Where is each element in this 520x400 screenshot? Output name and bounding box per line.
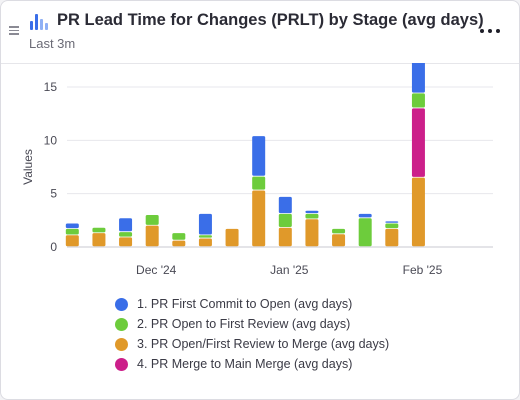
y-tick-label: 5	[50, 187, 57, 201]
bar-segment[interactable]	[65, 235, 79, 247]
bar-segment[interactable]	[411, 63, 425, 93]
bar-segment[interactable]	[225, 228, 239, 247]
bar-chart-icon	[30, 14, 48, 30]
legend-swatch	[115, 338, 128, 351]
bar-segment[interactable]	[278, 227, 292, 247]
bar-segment[interactable]	[172, 240, 186, 247]
bar-segment[interactable]	[358, 213, 372, 218]
more-horizontal-icon[interactable]	[477, 21, 503, 41]
bar-segment[interactable]	[119, 232, 133, 237]
bar-segment[interactable]	[65, 223, 79, 229]
bar-segment[interactable]	[65, 228, 79, 235]
bar-segment[interactable]	[411, 177, 425, 247]
legend-label: 3. PR Open/First Review to Merge (avg da…	[137, 337, 390, 351]
legend-item[interactable]: 4. PR Merge to Main Merge (avg days)	[115, 357, 415, 375]
bar-segment[interactable]	[145, 215, 159, 225]
legend-label: 2. PR Open to First Review (avg days)	[137, 317, 351, 331]
bar-segment[interactable]	[92, 233, 106, 247]
bar-segment[interactable]	[278, 213, 292, 227]
bar-segment[interactable]	[385, 228, 399, 247]
bar-segment[interactable]	[332, 234, 346, 247]
y-axis-label: Values	[21, 149, 35, 185]
legend-label: 4. PR Merge to Main Merge (avg days)	[137, 357, 353, 371]
bar-segment[interactable]	[252, 190, 266, 247]
bar-segment[interactable]	[278, 196, 292, 214]
bar-segment[interactable]	[305, 210, 319, 214]
legend-swatch	[115, 318, 128, 331]
legend-item[interactable]: 1. PR First Commit to Open (avg days)	[115, 297, 415, 315]
bar-segment[interactable]	[252, 176, 266, 190]
chart-title: PR Lead Time for Changes (PRLT) by Stage…	[57, 11, 484, 29]
bar-segment[interactable]	[305, 219, 319, 247]
y-tick-label: 15	[44, 80, 58, 94]
bar-segment[interactable]	[385, 223, 399, 229]
bar-segment[interactable]	[411, 93, 425, 108]
x-tick-label: Dec '24	[136, 263, 177, 277]
bar-segment[interactable]	[411, 108, 425, 177]
bar-segment[interactable]	[92, 227, 106, 233]
legend-swatch	[115, 298, 128, 311]
legend-item[interactable]: 2. PR Open to First Review (avg days)	[115, 317, 415, 335]
bar-segment[interactable]	[385, 221, 399, 223]
y-tick-label: 0	[50, 240, 57, 254]
legend-swatch	[115, 358, 128, 371]
chart-plot: 0 5 10 15 Values Dec '24 Jan '25 Feb '25	[21, 63, 493, 277]
bar-segment[interactable]	[172, 233, 186, 240]
bar-segment[interactable]	[198, 238, 212, 247]
card-header: PR Lead Time for Changes (PRLT) by Stage…	[1, 1, 519, 64]
time-range-label: Last 3m	[29, 36, 76, 51]
bar-segment[interactable]	[198, 213, 212, 235]
bar-segment[interactable]	[145, 225, 159, 247]
legend-label: 1. PR First Commit to Open (avg days)	[137, 297, 353, 311]
bar-segment[interactable]	[119, 218, 133, 232]
x-tick-label: Jan '25	[270, 263, 309, 277]
x-tick-label: Feb '25	[403, 263, 443, 277]
bar-segment[interactable]	[332, 228, 346, 234]
bar-segment[interactable]	[198, 235, 212, 238]
drag-handle-icon[interactable]	[9, 26, 19, 35]
bar-segment[interactable]	[305, 213, 319, 219]
bar-segment[interactable]	[119, 237, 133, 247]
legend-item[interactable]: 3. PR Open/First Review to Merge (avg da…	[115, 337, 415, 355]
y-tick-label: 10	[44, 133, 58, 147]
bar-segment[interactable]	[252, 136, 266, 176]
bar-segment[interactable]	[358, 218, 372, 247]
